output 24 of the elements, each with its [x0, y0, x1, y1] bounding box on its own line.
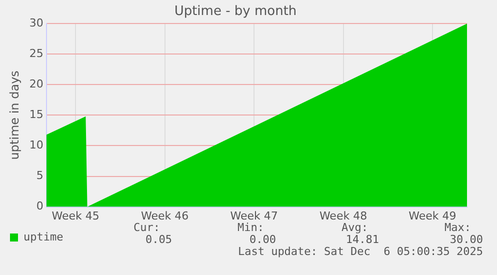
text: 14.81: [346, 232, 379, 246]
text: Min:: [238, 220, 264, 234]
x-tick-label: Week 45: [52, 209, 100, 222]
text: 0.00: [250, 232, 276, 246]
y-tick-label: 30: [29, 16, 44, 30]
x-tick-label: Week 46: [141, 209, 189, 222]
text: Max:: [444, 220, 471, 234]
y-tick-label: 15: [29, 108, 44, 122]
y-tick-label: 5: [36, 169, 44, 182]
text: 30.00: [450, 232, 483, 246]
text: Avg:: [342, 220, 368, 234]
text: 0.05: [146, 232, 172, 246]
x-tick-label: Week 47: [230, 209, 278, 222]
x-tick-label: Week 48: [319, 209, 368, 222]
y-axis-title: uptime in days: [7, 70, 22, 160]
text: Cur:: [134, 220, 160, 234]
text: Last update: Sat Dec 6 05:00:35 2025: [238, 244, 483, 258]
chart-title: Uptime - by month: [174, 4, 297, 20]
y-tick-label: 25: [29, 46, 44, 60]
y-tick-label: 10: [29, 138, 44, 152]
x-tick-label: Week 49: [408, 209, 456, 222]
y-tick-label: 0: [36, 200, 44, 213]
y-tick-label: 20: [29, 78, 44, 91]
legend-label: uptime: [24, 230, 64, 244]
